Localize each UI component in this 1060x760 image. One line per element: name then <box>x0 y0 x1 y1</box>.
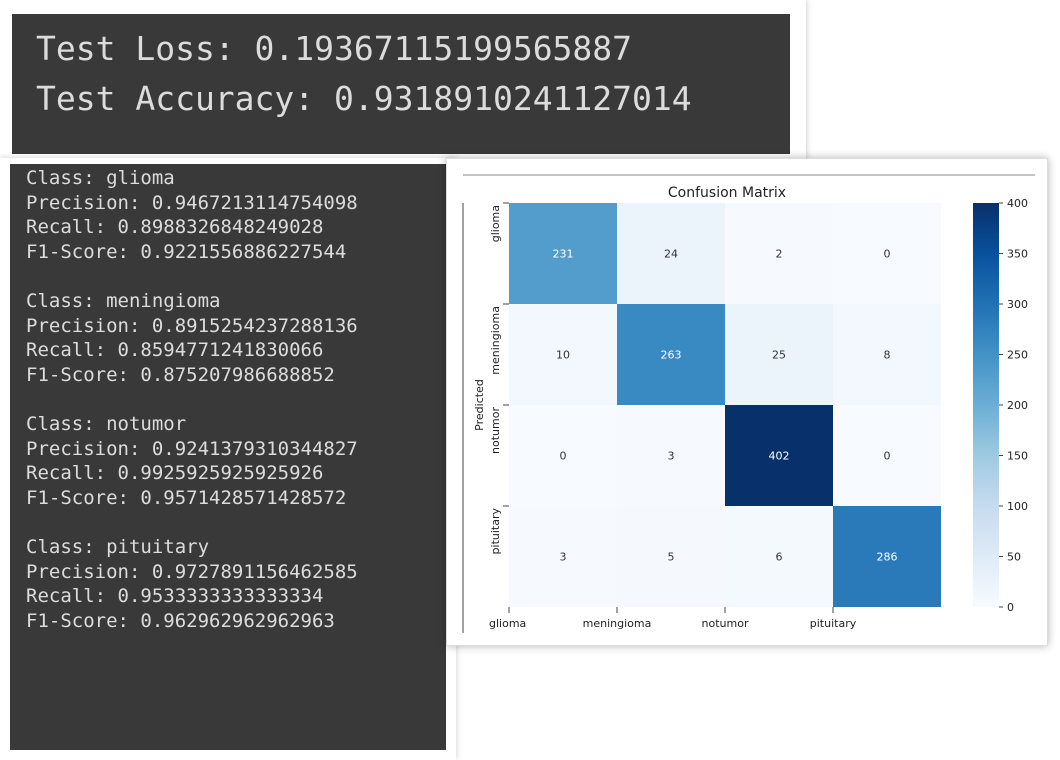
metric-line: Recall: 0.9925925925925926 <box>26 462 324 485</box>
heatmap-cell <box>725 506 833 607</box>
cell-value-label: 3 <box>668 450 675 463</box>
heatmap-cell <box>509 405 617 506</box>
cell-value-label: 25 <box>772 349 786 362</box>
colorbar-tick-label: 50 <box>1007 551 1021 564</box>
metric-line: Precision: 0.9727891156462585 <box>26 560 358 583</box>
cell-value-label: 5 <box>668 551 675 564</box>
cell-value-label: 402 <box>769 450 790 463</box>
colorbar <box>973 203 999 607</box>
colorbar-tick-label: 350 <box>1007 248 1028 261</box>
y-tick-label: meningioma <box>489 306 502 375</box>
test-accuracy-line: Test Accuracy: 0.9318910241127014 <box>36 79 692 118</box>
heatmap-cell <box>509 203 617 304</box>
heatmap-cell <box>617 405 725 506</box>
heatmap-cell <box>725 203 833 304</box>
test-metrics-output: Test Loss: 0.19367115199565887 Test Accu… <box>12 14 790 154</box>
metric-line: Recall: 0.8988326848249028 <box>26 216 324 239</box>
class-metrics-output: Class: glioma Precision: 0.94672131147540… <box>10 164 446 750</box>
heatmap-cell <box>617 203 725 304</box>
colorbar-tick-label: 100 <box>1007 500 1028 513</box>
cell-value-label: 2 <box>776 248 783 261</box>
y-tick-label: pituitary <box>489 508 502 555</box>
heatmap-cell <box>833 304 941 405</box>
x-tick-label: glioma <box>489 617 526 630</box>
metric-line: F1-Score: 0.9221556886227544 <box>26 240 347 263</box>
class-name-line: Class: glioma <box>26 167 175 189</box>
colorbar-tick-label: 0 <box>1007 601 1014 614</box>
class-name-line: Class: pituitary <box>26 535 210 558</box>
heatmap-cell <box>617 304 725 405</box>
colorbar-tick-label: 200 <box>1007 399 1028 412</box>
heatmap-cell <box>725 405 833 506</box>
blank-line <box>26 387 446 412</box>
class-name-line: Class: notumor <box>26 412 187 435</box>
heatmap-cell <box>833 203 941 304</box>
class-name-line: Class: meningioma <box>26 289 221 312</box>
colorbar-tick-label: 300 <box>1007 298 1028 311</box>
cell-value-label: 10 <box>556 349 570 362</box>
cell-value-label: 8 <box>884 349 891 362</box>
metric-line: Recall: 0.9533333333333334 <box>26 585 324 608</box>
cell-value-label: 0 <box>884 450 891 463</box>
metric-line: F1-Score: 0.962962962962963 <box>26 609 335 632</box>
metric-line: Precision: 0.9467213114754098 <box>26 191 358 214</box>
heatmap-cell <box>509 304 617 405</box>
x-tick-label: meningioma <box>583 617 652 630</box>
metric-line: Precision: 0.8915254237288136 <box>26 314 358 337</box>
cell-value-label: 231 <box>553 248 574 261</box>
metric-line: Precision: 0.9241379310344827 <box>26 437 358 460</box>
heatmap-cell <box>833 405 941 506</box>
colorbar-tick-label: 250 <box>1007 349 1028 362</box>
confusion-matrix-chart: Confusion Matrix 231 24 2 0 10 263 25 8 0 3 402 0 3 5 6… <box>462 174 1035 633</box>
heatmap-cell <box>725 304 833 405</box>
chart-title: Confusion Matrix <box>668 185 786 201</box>
cell-value-label: 6 <box>776 551 783 564</box>
cell-value-label: 263 <box>661 349 682 362</box>
colorbar-tick-label: 400 <box>1007 197 1028 210</box>
x-tick-label: notumor <box>702 617 749 630</box>
colorbar-tick-label: 150 <box>1007 450 1028 463</box>
metric-line: Recall: 0.8594771241830066 <box>26 339 324 362</box>
metric-line: F1-Score: 0.9571428571428572 <box>26 486 347 509</box>
x-tick-label: pituitary <box>810 617 857 630</box>
heatmap-cell <box>509 506 617 607</box>
y-tick-label: glioma <box>489 205 502 242</box>
test-loss-line: Test Loss: 0.19367115199565887 <box>36 29 633 68</box>
y-tick-label: notumor <box>489 407 502 454</box>
cell-value-label: 3 <box>560 551 567 564</box>
blank-line <box>26 510 446 535</box>
heatmap-cell <box>617 506 725 607</box>
cell-value-label: 24 <box>664 248 678 261</box>
y-axis-label: Predicted <box>473 379 486 431</box>
metric-line: F1-Score: 0.875207986688852 <box>26 363 335 386</box>
cell-value-label: 286 <box>877 551 898 564</box>
heatmap-cell <box>833 506 941 607</box>
cell-value-label: 0 <box>884 248 891 261</box>
cell-value-label: 0 <box>560 450 567 463</box>
confusion-matrix-figure: Confusion Matrix 231 24 2 0 10 263 25 8 0 3 402 0 3 5 6… <box>446 158 1048 646</box>
blank-line <box>26 264 446 289</box>
